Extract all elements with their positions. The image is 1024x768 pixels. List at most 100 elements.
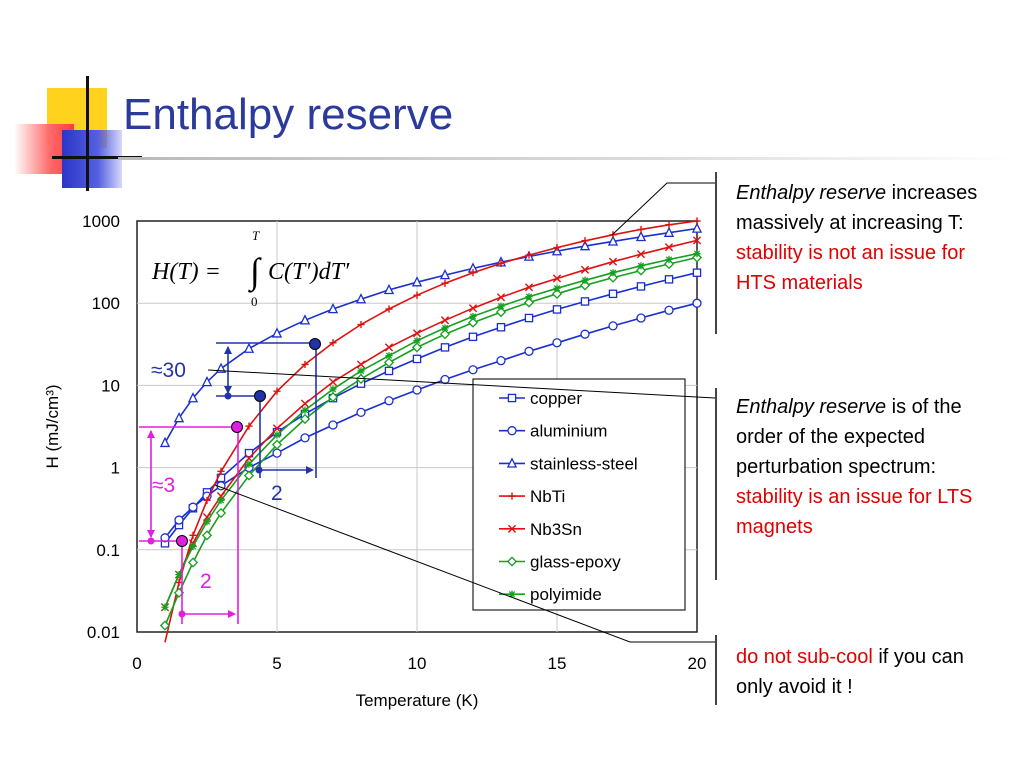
note-hts-italic: Enthalpy reserve (736, 182, 887, 204)
point-nbti (693, 217, 701, 225)
point-aluminium (636, 313, 646, 323)
note-hts-text: increases massively at increasing T: (736, 182, 978, 234)
point-nb3sn (468, 304, 478, 313)
blue-point-low (224, 392, 232, 400)
logo-vertical-line (86, 76, 89, 191)
point-nb3sn (328, 377, 338, 387)
legend-label-nb3sn: Nb3Sn (530, 520, 582, 539)
point-glass-epoxy (467, 317, 479, 328)
point-copper (524, 313, 534, 323)
point-nb3sn (664, 243, 674, 252)
note-divider-3 (715, 635, 717, 705)
point-copper (412, 354, 422, 364)
x-tick-label: 5 (272, 654, 281, 673)
formula-upper-limit: T (252, 228, 260, 243)
point-aluminium (412, 385, 422, 395)
point-nbti (357, 320, 365, 329)
formula-lhs: H(T) = (151, 259, 221, 285)
point-nb3sn (412, 329, 422, 338)
blue-ratio-arrow-up (224, 346, 232, 354)
point-polyimide (273, 431, 281, 439)
point-copper (636, 282, 646, 291)
point-nbti (273, 387, 281, 395)
blue-marker-nbti (309, 338, 321, 350)
x-tick-label: 20 (688, 654, 707, 673)
y-tick-label: 10 (101, 376, 120, 395)
point-copper (552, 305, 562, 314)
point-aluminium (174, 515, 184, 525)
point-stainless-steel (187, 392, 199, 403)
point-glass-epoxy (159, 620, 171, 631)
legend-label-stainless-steel: stainless-steel (530, 454, 638, 473)
point-nb3sn (440, 316, 450, 325)
point-glass-epoxy (271, 439, 283, 450)
point-glass-epoxy (551, 288, 563, 299)
series-line-polyimide (164, 252, 698, 608)
point-polyimide (245, 460, 253, 468)
point-nbti (497, 259, 505, 267)
point-nb3sn (524, 283, 534, 292)
point-nbti (329, 339, 337, 347)
legend-label-nbti: NbTi (530, 487, 565, 506)
note-subcool-red: do not sub-cool (736, 646, 873, 668)
point-glass-epoxy (383, 357, 395, 368)
point-aluminium (384, 396, 394, 406)
blue-marker-nb3sn (254, 390, 266, 402)
point-glass-epoxy (201, 530, 213, 541)
y-tick-label: 100 (92, 294, 120, 313)
legend-marker-nb3sn (507, 524, 517, 533)
point-aluminium (440, 374, 450, 385)
point-stainless-steel (411, 276, 423, 287)
note-hts: Enthalpy reserve increases massively at … (736, 178, 1006, 298)
callout-hts (611, 182, 715, 236)
magenta-delta-arrow (228, 610, 236, 618)
series-line-nb3sn (164, 239, 698, 608)
point-nbti (525, 251, 533, 259)
magenta-point-delta (178, 610, 186, 618)
magenta-ratio-arrow-down (147, 530, 155, 538)
point-polyimide (441, 324, 449, 332)
point-aluminium (468, 365, 478, 375)
point-stainless-steel (173, 412, 185, 423)
slide-title: Enthalpy reserve (123, 90, 454, 139)
point-aluminium (328, 420, 338, 430)
blue-delta-arrow (306, 466, 314, 474)
magenta-delta-label: 2 (200, 570, 212, 593)
x-axis-label: Temperature (K) (356, 691, 479, 710)
y-tick-label: 1 (111, 459, 120, 478)
point-aluminium (692, 298, 702, 308)
point-stainless-steel (243, 342, 255, 353)
point-copper (692, 268, 702, 277)
callout-subcool (214, 484, 715, 643)
y-tick-label: 1000 (82, 212, 120, 231)
legend-label-copper: copper (530, 389, 582, 408)
point-glass-epoxy (439, 329, 451, 340)
point-stainless-steel (271, 327, 283, 338)
blue-ratio-label: ≈30 (151, 359, 186, 382)
y-axis-label: H (mJ/cm³) (43, 384, 62, 468)
series-line-nbti (164, 220, 698, 643)
legend-label-glass-epoxy: glass-epoxy (530, 553, 621, 572)
legend-label-polyimide: polyimide (530, 585, 602, 604)
point-polyimide (301, 406, 309, 414)
point-stainless-steel (299, 314, 311, 325)
magenta-marker-nb3sn (176, 535, 188, 547)
point-glass-epoxy (495, 306, 507, 318)
point-polyimide (217, 496, 225, 504)
series-line-aluminium (164, 302, 698, 539)
note-hts-red: stability is not an issue for HTS materi… (736, 242, 965, 294)
point-polyimide (385, 352, 393, 360)
point-polyimide (637, 262, 645, 270)
point-nbti (189, 531, 197, 539)
point-nbti (245, 422, 253, 430)
point-stainless-steel (579, 240, 591, 251)
point-nbti (385, 305, 393, 313)
point-copper (664, 275, 674, 284)
point-polyimide (693, 250, 701, 258)
point-nb3sn (356, 360, 366, 369)
series-line-glass-epoxy (164, 256, 698, 626)
point-aluminium (664, 305, 674, 315)
note-divider-2 (715, 388, 717, 580)
legend-marker-copper (507, 393, 517, 403)
point-aluminium (300, 433, 310, 443)
